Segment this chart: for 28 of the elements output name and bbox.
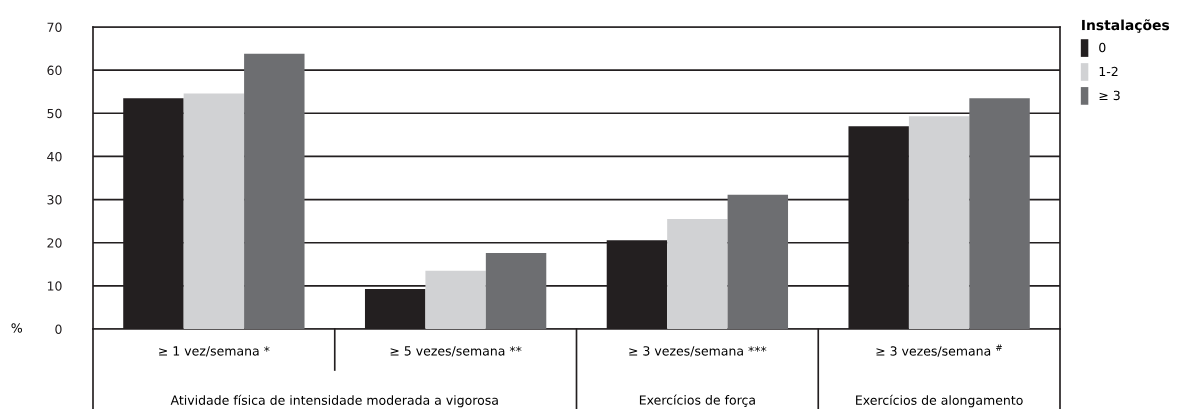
- bar: [425, 270, 486, 329]
- legend-title: Instalações: [1082, 19, 1170, 33]
- bar: [667, 218, 728, 329]
- y-tick-label: 70: [47, 22, 62, 32]
- legend-label: 0: [1099, 42, 1106, 53]
- y-tick-label: 40: [47, 151, 62, 162]
- x-tick-label: ≥ 3 vezes/semana $^{#}$: [876, 344, 1002, 357]
- y-tick-label: 20: [47, 238, 62, 248]
- x-tick-label: ≥ 3 vezes/semana ***: [629, 346, 767, 357]
- y-tick-label: 30: [47, 195, 62, 205]
- text: Atividade física de intensidade moderada a vigorosa: [170, 394, 498, 408]
- y-tick-label: 60: [47, 65, 62, 76]
- bar: [908, 116, 970, 329]
- x-tick-label: ≥ 1 vez/semana *: [159, 346, 270, 357]
- y-tick-label: 10: [47, 281, 62, 291]
- bar: [183, 93, 245, 329]
- bar: [969, 98, 1030, 329]
- text: Exercícios de alongamento: [856, 394, 1023, 408]
- bar: [485, 253, 547, 329]
- y-axis-title: %: [11, 323, 22, 333]
- text: Exercícios de força: [639, 394, 755, 408]
- bar: [244, 53, 305, 329]
- legend-label: 1-2: [1099, 66, 1118, 77]
- y-tick-label: 0: [55, 324, 62, 334]
- x-tick-label: ≥ 5 vezes/semana **: [390, 346, 522, 357]
- y-tick-label: 50: [47, 108, 62, 119]
- legend-label: ≥ 3: [1099, 90, 1120, 101]
- bar: [727, 194, 789, 329]
